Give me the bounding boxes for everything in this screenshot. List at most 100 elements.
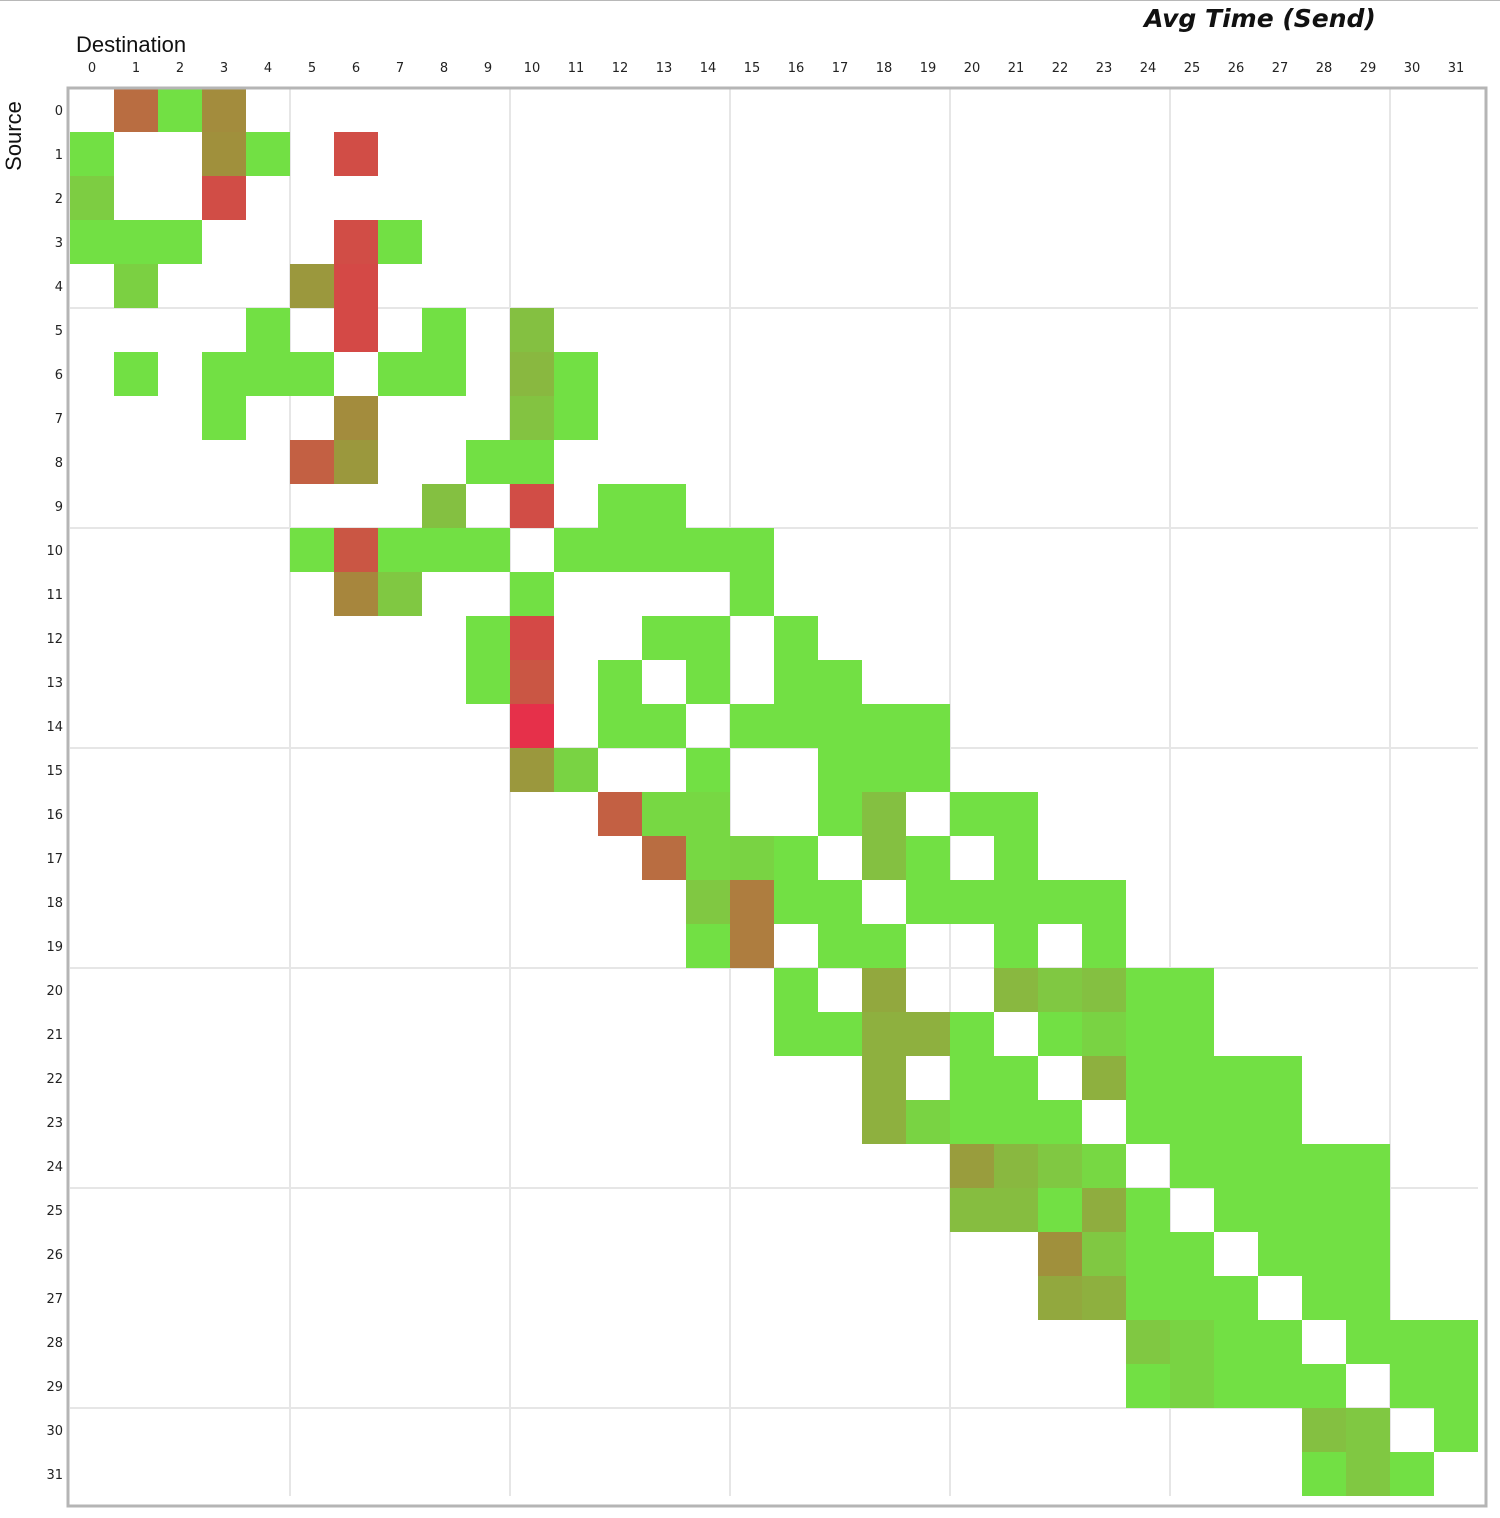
- y-tick-label: 28: [46, 1336, 63, 1351]
- heatmap-cell: [950, 1012, 994, 1056]
- heatmap-cell: [158, 88, 202, 132]
- heatmap-cell: [774, 1012, 818, 1056]
- heatmap-cell: [202, 352, 246, 396]
- y-tick-label: 20: [46, 984, 63, 999]
- heatmap-cell: [466, 616, 510, 660]
- heatmap-cell: [818, 704, 862, 748]
- heatmap-cell: [994, 836, 1038, 880]
- heatmap-cell: [554, 396, 598, 440]
- heatmap-cell: [906, 1012, 950, 1056]
- heatmap-cell: [598, 528, 642, 572]
- heatmap-cell: [422, 352, 466, 396]
- heatmap-cell: [730, 704, 774, 748]
- heatmap-cell: [1082, 880, 1126, 924]
- y-tick-label: 5: [55, 324, 63, 339]
- heatmap-cell: [422, 528, 466, 572]
- heatmap-cell: [1170, 1364, 1214, 1408]
- x-tick-label: 24: [1140, 61, 1157, 76]
- y-tick-label: 21: [46, 1028, 63, 1043]
- heatmap-cell: [70, 220, 114, 264]
- heatmap-cell: [950, 1056, 994, 1100]
- y-tick-label: 22: [46, 1072, 63, 1087]
- heatmap-cell: [1258, 1056, 1302, 1100]
- y-tick-label: 12: [46, 632, 63, 647]
- heatmap-cell: [906, 1100, 950, 1144]
- y-tick-label: 7: [55, 412, 63, 427]
- heatmap-cell: [1214, 1144, 1258, 1188]
- heatmap-cell: [378, 528, 422, 572]
- heatmap-cell: [246, 352, 290, 396]
- heatmap-cell: [862, 836, 906, 880]
- heatmap-cell: [1170, 1276, 1214, 1320]
- heatmap-cell: [1082, 924, 1126, 968]
- heatmap-cell: [774, 660, 818, 704]
- heatmap-cell: [774, 704, 818, 748]
- heatmap-cell: [1170, 1012, 1214, 1056]
- heatmap-cell: [1258, 1144, 1302, 1188]
- x-tick-label: 21: [1008, 61, 1025, 76]
- x-tick-label: 22: [1052, 61, 1069, 76]
- y-tick-label: 26: [46, 1248, 63, 1263]
- heatmap-cell: [1038, 880, 1082, 924]
- heatmap-cell: [1434, 1364, 1478, 1408]
- x-tick-label: 31: [1448, 61, 1465, 76]
- x-tick-label: 28: [1316, 61, 1333, 76]
- heatmap-cell: [642, 704, 686, 748]
- y-tick-label: 0: [55, 104, 63, 119]
- heatmap-cell: [422, 484, 466, 528]
- heatmap-cell: [202, 88, 246, 132]
- x-tick-label: 16: [788, 61, 805, 76]
- heatmap-cell: [1214, 1056, 1258, 1100]
- x-tick-labels: 0 1 2 3 4 5 6 7 8 9 10 11 12 13 14 15 16 17 18 19 20 21 22 23 24…: [88, 61, 1464, 76]
- heatmap-cell: [1082, 968, 1126, 1012]
- heatmap-cell: [1038, 1276, 1082, 1320]
- heatmap-cell: [862, 1100, 906, 1144]
- window-top-edge: [0, 0, 1500, 5]
- y-tick-label: 8: [55, 456, 63, 471]
- plot-border: [66, 86, 1488, 1508]
- heatmap-cell: [598, 484, 642, 528]
- heatmap-cell: [818, 1012, 862, 1056]
- x-tick-label: 9: [484, 61, 492, 76]
- heatmap-cell: [1126, 1232, 1170, 1276]
- heatmap-cell: [1038, 1232, 1082, 1276]
- heatmap-cell: [1214, 1100, 1258, 1144]
- heatmap-cell: [1214, 1320, 1258, 1364]
- heatmap-cell: [598, 792, 642, 836]
- heatmap-cell: [1302, 1144, 1346, 1188]
- heatmap-cell: [158, 220, 202, 264]
- y-tick-label: 27: [46, 1292, 63, 1307]
- heatmap-cell: [1126, 1100, 1170, 1144]
- heatmap-cell: [1126, 1276, 1170, 1320]
- heatmap-cell: [642, 792, 686, 836]
- heatmap-cell: [774, 616, 818, 660]
- heatmap-cell: [1302, 1452, 1346, 1496]
- heatmap-cell: [466, 660, 510, 704]
- x-tick-label: 20: [964, 61, 981, 76]
- heatmap-cell: [334, 264, 378, 308]
- x-tick-label: 4: [264, 61, 272, 76]
- heatmap-cell: [1434, 1320, 1478, 1364]
- heatmap-cell: [818, 924, 862, 968]
- heatmap-cell: [730, 924, 774, 968]
- heatmap-cell: [1170, 968, 1214, 1012]
- heatmap-cell: [1126, 1056, 1170, 1100]
- heatmap-cell: [1038, 1144, 1082, 1188]
- heatmap-cell: [1038, 1188, 1082, 1232]
- heatmap-cell: [1082, 1012, 1126, 1056]
- x-tick-label: 23: [1096, 61, 1113, 76]
- heatmap-cell: [1038, 1100, 1082, 1144]
- heatmap-cell: [70, 132, 114, 176]
- heatmap-cell: [378, 220, 422, 264]
- heatmap-cell: [510, 484, 554, 528]
- y-tick-label: 9: [55, 500, 63, 515]
- heatmap-cell: [1082, 1144, 1126, 1188]
- heatmap-cell: [1346, 1408, 1390, 1452]
- heatmap-cell: [246, 132, 290, 176]
- y-tick-labels: 0123456789101112131415161718192021222324…: [46, 104, 63, 1483]
- heatmap-cell: [334, 440, 378, 484]
- heatmap-cell: [1082, 1276, 1126, 1320]
- heatmap-cell: [510, 440, 554, 484]
- heatmap-cell: [1302, 1364, 1346, 1408]
- heatmap-cell: [70, 176, 114, 220]
